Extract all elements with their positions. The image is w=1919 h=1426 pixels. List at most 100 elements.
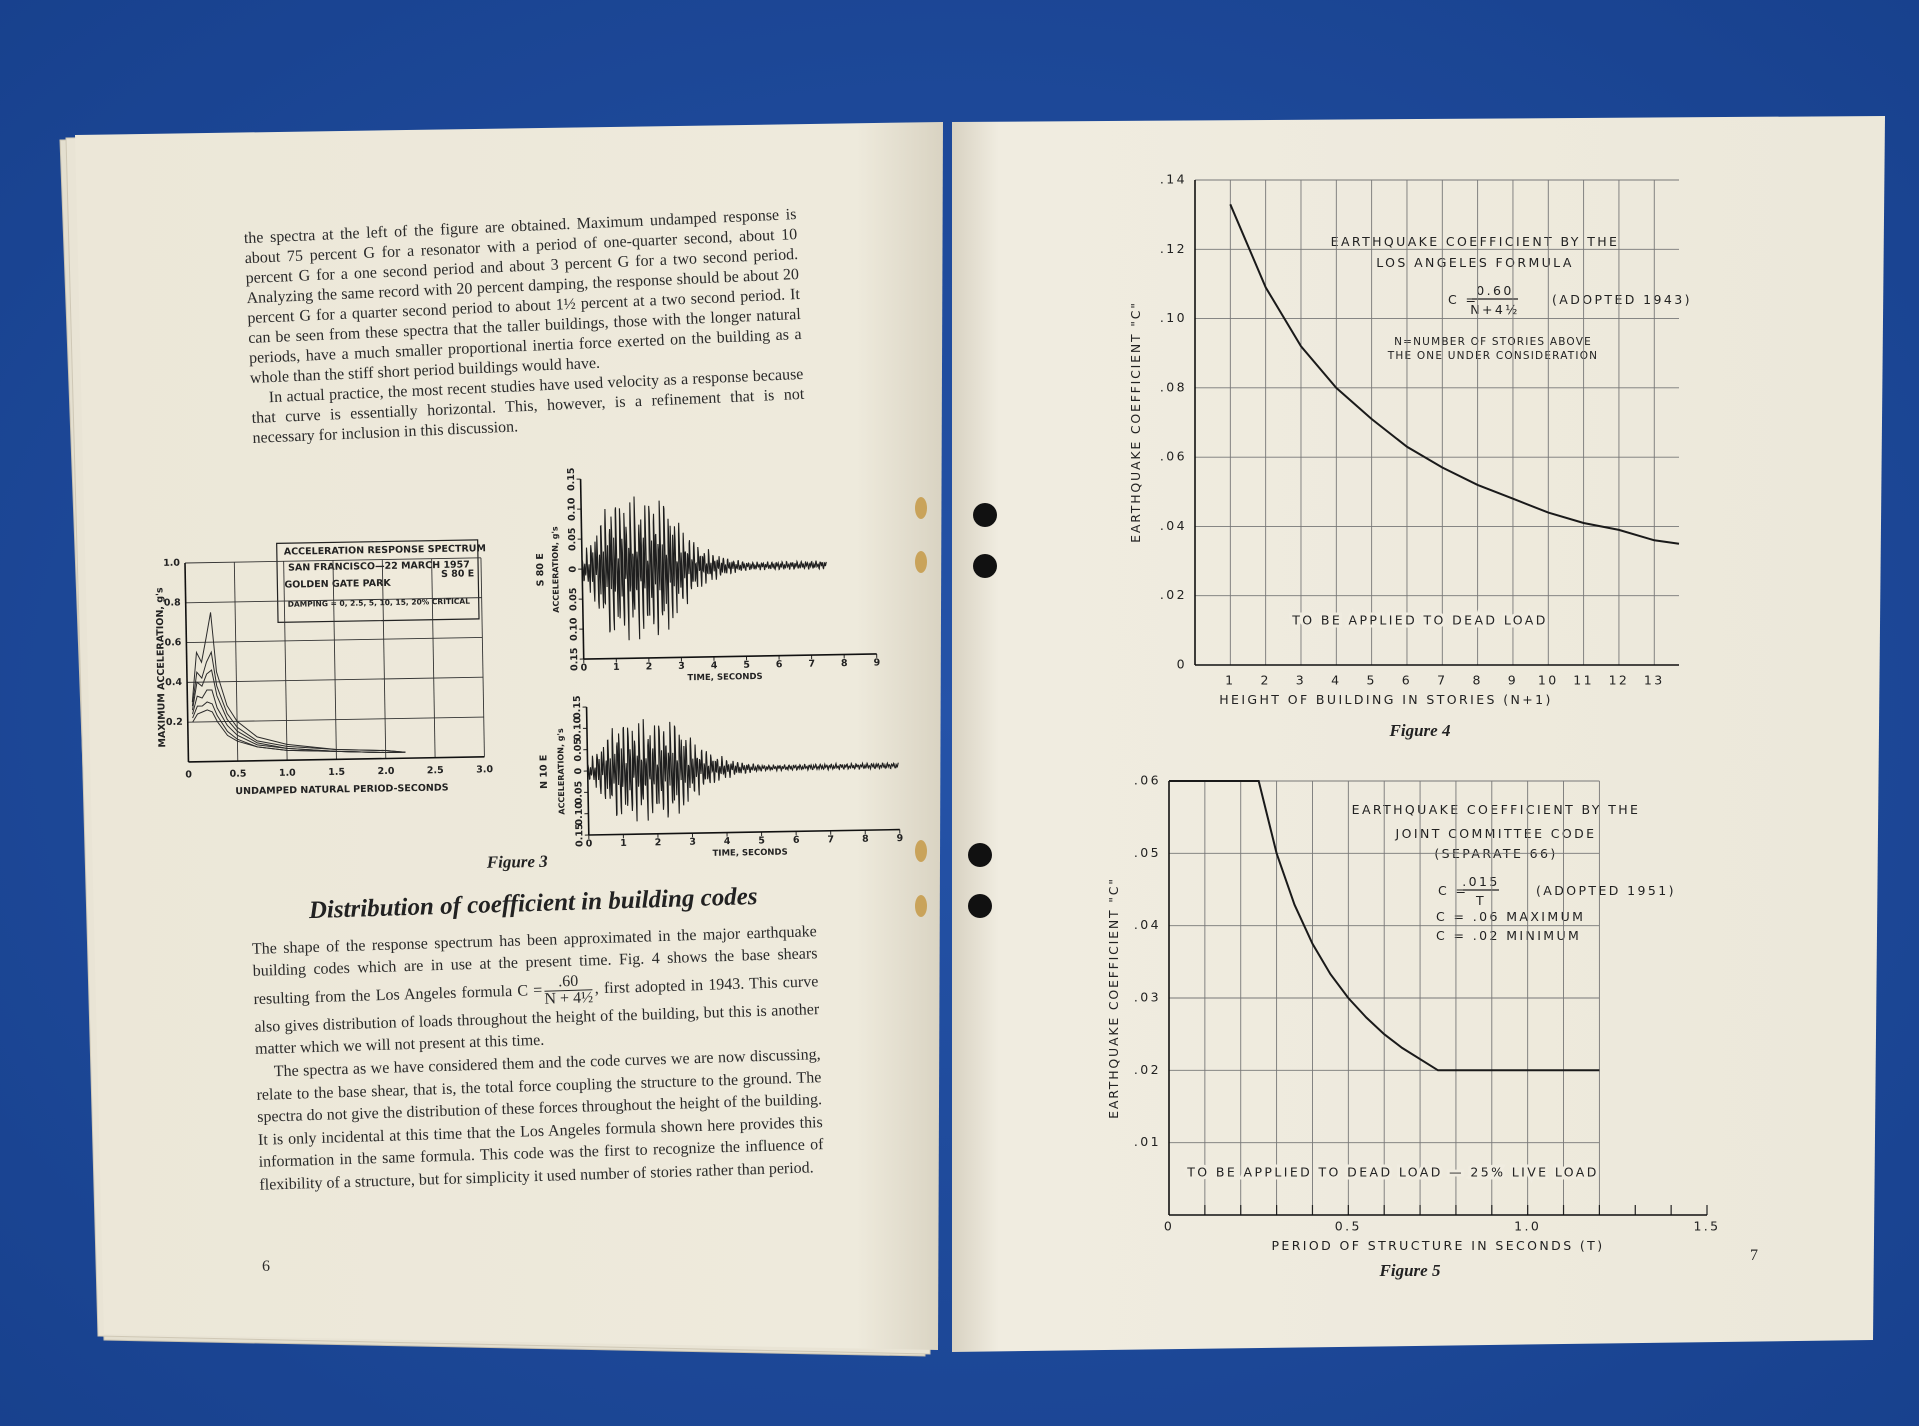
y-tick-label: 1.0 — [163, 558, 180, 569]
x-tick-label: 11 — [1573, 673, 1594, 688]
x-tick-label: 2.5 — [427, 765, 444, 776]
chart-title: EARTHQUAKE COEFFICIENT BY THE — [1331, 234, 1620, 249]
y-tick-label: .02 — [1160, 587, 1187, 602]
paragraph: The shape of the response spectrum has b… — [252, 921, 821, 1062]
y-tick-label: 0.8 — [164, 597, 181, 608]
definition: C = .02 MINIMUM — [1436, 928, 1581, 943]
x-tick-label: 1.5 — [1693, 1219, 1720, 1234]
data-line — [191, 650, 406, 753]
data-line — [192, 709, 406, 754]
x-tick-label: 4 — [1331, 673, 1341, 688]
grid-line — [480, 557, 485, 757]
grid-line — [431, 558, 436, 758]
formula-note: (ADOPTED 1951) — [1536, 883, 1676, 898]
text: The shape of the response spectrum has b… — [251, 922, 818, 1008]
x-tick-label: 3 — [678, 661, 685, 672]
definition: C = .06 MAXIMUM — [1436, 909, 1585, 924]
x-tick-label: 1 — [613, 662, 620, 673]
y-tick-label: .05 — [1134, 845, 1161, 860]
x-tick-label: 2 — [1260, 673, 1270, 688]
chart-title: JOINT COMMITTEE CODE — [1395, 826, 1597, 841]
axis — [583, 653, 877, 660]
y-tick-label: .04 — [1160, 518, 1187, 533]
x-tick-label: 0 — [580, 662, 587, 673]
y-axis-label: EARTHQUAKE COEFFICIENT "C" — [1128, 301, 1143, 543]
legend-text: GOLDEN GATE PARK — [284, 578, 391, 591]
x-tick-label: 1.0 — [279, 768, 296, 779]
x-tick-label: 6 — [776, 659, 783, 670]
x-tick-label: 0 — [185, 769, 192, 780]
lower-text: Distribution of coefficient in building … — [250, 883, 824, 1197]
x-tick-label: 9 — [897, 833, 904, 844]
y-tick-label: .10 — [1160, 310, 1187, 325]
x-tick-label: 7 — [827, 834, 834, 845]
x-tick-label: 2.0 — [377, 766, 394, 777]
y-tick-label: 0.10 — [566, 497, 577, 521]
x-tick-label: 6 — [1402, 673, 1412, 688]
x-tick-label: 9 — [873, 657, 880, 668]
x-tick-label: 0 — [1164, 1219, 1174, 1234]
x-tick-label: 10 — [1538, 673, 1559, 688]
x-tick-label: 8 — [1472, 673, 1482, 688]
x-tick-label: 4 — [724, 836, 731, 847]
formula-lhs: C = — [1448, 292, 1478, 307]
y-axis-label: ACCELERATION, g's — [556, 728, 567, 815]
paragraph: The spectra as we have considered them a… — [256, 1046, 824, 1194]
x-tick-label: 12 — [1609, 673, 1630, 688]
y-tick-label: 0.15 — [566, 467, 577, 491]
y-tick-label: 0.05 — [573, 781, 584, 805]
direction-label: N 10 E — [538, 755, 550, 789]
formula-numerator: 0.60 — [1476, 283, 1513, 298]
axis — [188, 756, 485, 763]
x-tick-label: 1.0 — [1514, 1219, 1541, 1234]
y-tick-label: .04 — [1134, 917, 1161, 932]
x-axis-label: TIME, SECONDS — [687, 672, 762, 683]
grid-line — [283, 561, 288, 761]
definition: N=NUMBER OF STORIES ABOVE — [1394, 336, 1592, 348]
y-tick-label: .12 — [1160, 241, 1187, 256]
formula-denominator: N+4½ — [1470, 302, 1520, 317]
y-tick-label: 0.15 — [572, 695, 583, 719]
paragraph: the spectra at the left of the figure ar… — [243, 206, 802, 388]
legend-text: S 80 E — [441, 568, 474, 580]
axis — [588, 828, 900, 836]
y-tick-label: 0.15 — [574, 823, 585, 847]
x-tick-label: 5 — [1366, 673, 1376, 688]
y-tick-label: .06 — [1134, 773, 1161, 788]
x-axis-label: PERIOD OF STRUCTURE IN SECONDS (T) — [1271, 1238, 1604, 1253]
x-axis-label: TIME, SECONDS — [713, 848, 788, 859]
y-tick-label: 0 — [1177, 657, 1187, 672]
axis — [579, 479, 585, 660]
trace — [581, 496, 827, 641]
x-tick-label: 7 — [1437, 673, 1447, 688]
y-tick-label: .06 — [1160, 449, 1187, 464]
x-axis-label: UNDAMPED NATURAL PERIOD-SECONDS — [235, 782, 449, 797]
x-tick-label: 6 — [793, 835, 800, 846]
formula-denominator: T — [1475, 893, 1486, 908]
caption: Figure 3 — [486, 852, 549, 872]
grid-line — [332, 560, 337, 760]
y-axis-label: MAXIMUM ACCELERATION, g's — [154, 587, 168, 748]
x-tick-label: 3 — [689, 837, 696, 848]
x-tick-label: 5 — [743, 660, 750, 671]
caption: Figure 5 — [1379, 1261, 1441, 1280]
x-tick-label: 5 — [758, 835, 765, 846]
x-tick-label: 3.0 — [476, 764, 493, 775]
y-axis-label: ACCELERATION, g's — [550, 526, 561, 613]
page-number: 6 — [262, 1258, 270, 1275]
chart-title: EARTHQUAKE COEFFICIENT BY THE — [1352, 802, 1641, 817]
axis — [585, 707, 590, 836]
data-line — [191, 612, 406, 753]
caption: Figure 4 — [1389, 721, 1451, 740]
figure-3: ACCELERATION RESPONSE SPECTRUM SAN FRANC… — [154, 467, 904, 872]
denominator: N + 4½ — [544, 989, 594, 1008]
figure-4: EARTHQUAKE COEFFICIENT BY THE LOS ANGELE… — [1128, 172, 1689, 741]
x-axis-label: HEIGHT OF BUILDING IN STORIES (N+1) — [1219, 692, 1553, 707]
figure-5: EARTHQUAKE COEFFICIENT BY THE JOINT COMM… — [1106, 773, 1720, 1281]
y-tick-label: 0.05 — [573, 738, 584, 762]
x-tick-label: 2 — [646, 661, 653, 672]
x-tick-label: 8 — [862, 834, 869, 845]
data-line — [1169, 780, 1600, 1072]
